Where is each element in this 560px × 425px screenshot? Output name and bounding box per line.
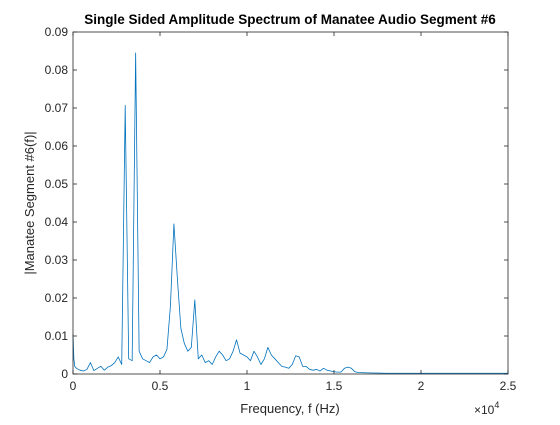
- x-tick-label: 0.5: [152, 379, 169, 393]
- y-tick-label: 0.07: [45, 101, 69, 115]
- x-multiplier: ×104: [474, 400, 499, 417]
- y-tick-label: 0.06: [45, 139, 69, 153]
- tick-label-layer: 0 0.5 1 1.5 2 2.5 0 0.01 0.02 0.03 0.04 0.05 0.06 0.0…: [45, 25, 517, 393]
- y-tick-label: 0.09: [45, 25, 69, 39]
- x-tick-label: 1.5: [326, 379, 343, 393]
- y-tick-label: 0.02: [45, 291, 69, 305]
- y-axis-label: |Manatee Segment #6(f)|: [22, 131, 37, 274]
- x-tick-label: 0: [70, 379, 77, 393]
- axes-box: [72, 31, 509, 375]
- x-tick-label: 2: [418, 379, 425, 393]
- x-multiplier-exponent: 4: [494, 400, 499, 410]
- y-tick-label: 0.03: [45, 253, 69, 267]
- x-tick-label: 2.5: [500, 379, 517, 393]
- axes-layer: [72, 31, 509, 375]
- y-tick-label: 0.05: [45, 177, 69, 191]
- plot-area: [73, 32, 508, 374]
- y-tick-label: 0.04: [45, 215, 69, 229]
- y-tick-label: 0.08: [45, 63, 69, 77]
- x-tick-label: 1: [244, 379, 251, 393]
- series-line-layer: [72, 52, 508, 374]
- x-axis-label: Frequency, f (Hz): [240, 401, 339, 416]
- chart-title: Single Sided Amplitude Spectrum of Manat…: [84, 12, 496, 27]
- x-multiplier-base: ×10: [474, 403, 495, 417]
- y-tick-label: 0.01: [45, 329, 69, 343]
- series-line-0: [72, 52, 508, 374]
- y-tick-label: 0: [61, 367, 68, 381]
